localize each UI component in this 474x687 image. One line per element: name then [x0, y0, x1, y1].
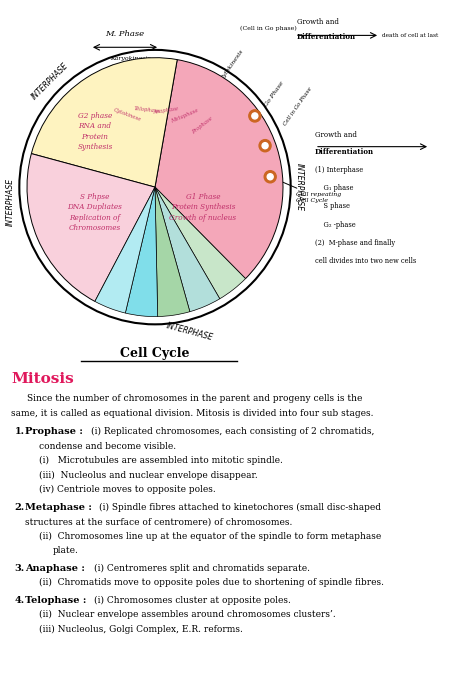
- Text: (ii)  Chromatids move to opposite poles due to shortening of spindle fibres.: (ii) Chromatids move to opposite poles d…: [39, 578, 384, 587]
- Text: (iii)  Nucleolus and nuclear envelope disappear.: (iii) Nucleolus and nuclear envelope dis…: [39, 471, 258, 480]
- Text: (i) Chromosomes cluster at opposite poles.: (i) Chromosomes cluster at opposite pole…: [93, 596, 291, 605]
- Wedge shape: [155, 60, 283, 279]
- Wedge shape: [155, 187, 246, 299]
- Wedge shape: [155, 187, 220, 312]
- Circle shape: [259, 139, 271, 152]
- Text: Telophase: Telophase: [133, 106, 160, 114]
- Wedge shape: [125, 187, 158, 317]
- Text: Go Phase: Go Phase: [264, 80, 285, 108]
- Text: Cell Cycle: Cell Cycle: [120, 348, 190, 361]
- Wedge shape: [27, 154, 155, 302]
- Text: (ii)  Nuclear envelope assembles around chromosomes clusters’.: (ii) Nuclear envelope assembles around c…: [39, 610, 336, 619]
- Text: Prophase :: Prophase :: [25, 427, 83, 436]
- Text: plate.: plate.: [53, 546, 79, 555]
- Text: same, it is called as equational division. Mitosis is divided into four sub stag: same, it is called as equational divisio…: [11, 409, 374, 418]
- Text: Growth and: Growth and: [315, 131, 357, 139]
- Circle shape: [267, 174, 273, 180]
- Text: (i) Centromeres split and chromatids separate.: (i) Centromeres split and chromatids sep…: [93, 563, 310, 573]
- Text: S Phpse
DNA Dupliates
Replication of
Chromosomes: S Phpse DNA Dupliates Replication of Chr…: [68, 193, 122, 232]
- Text: INTERPHASE: INTERPHASE: [30, 60, 70, 101]
- Text: Since the number of chromosomes in the parent and progeny cells is the: Since the number of chromosomes in the p…: [27, 394, 363, 403]
- Text: G₁ phase: G₁ phase: [315, 184, 354, 192]
- Text: INTERPHASE: INTERPHASE: [165, 322, 214, 343]
- Text: Telophase :: Telophase :: [25, 596, 87, 605]
- Wedge shape: [155, 187, 190, 317]
- Text: (i)   Microtubules are assembled into mitotic spindle.: (i) Microtubules are assembled into mito…: [39, 456, 283, 465]
- Text: 2.: 2.: [14, 503, 25, 512]
- Wedge shape: [31, 58, 177, 187]
- Text: Mitosis: Mitosis: [11, 372, 74, 386]
- Circle shape: [264, 170, 276, 183]
- Circle shape: [249, 110, 261, 122]
- Text: Metaphase: Metaphase: [171, 108, 200, 124]
- Text: (2)  M-phase and finally: (2) M-phase and finally: [315, 239, 395, 247]
- Text: (Cell in Go phase): (Cell in Go phase): [240, 25, 297, 31]
- Text: Karyokinesis: Karyokinesis: [109, 56, 150, 61]
- Text: death of cell at last: death of cell at last: [382, 33, 438, 38]
- Text: Growth and: Growth and: [297, 19, 339, 26]
- Text: (ii)  Chromosomes line up at the equator of the spindle to form metaphase: (ii) Chromosomes line up at the equator …: [39, 532, 382, 541]
- Text: Cytokinese: Cytokinese: [113, 107, 143, 122]
- Text: 3.: 3.: [14, 563, 25, 572]
- Text: Differentiation: Differentiation: [297, 34, 356, 41]
- Text: 1.: 1.: [14, 427, 25, 436]
- Text: S phase: S phase: [315, 203, 350, 210]
- Text: Cell repeating
Cell Cycle: Cell repeating Cell Cycle: [274, 178, 341, 203]
- Text: 4.: 4.: [14, 596, 25, 605]
- Text: (iii) Nucleolus, Golgi Complex, E.R. reforms.: (iii) Nucleolus, Golgi Complex, E.R. ref…: [39, 624, 243, 633]
- Text: cell divides into two new cells: cell divides into two new cells: [315, 257, 416, 265]
- Text: INTERPHASE: INTERPHASE: [295, 163, 304, 211]
- Text: (1) Interphase: (1) Interphase: [315, 166, 363, 174]
- Text: Prophase: Prophase: [191, 116, 213, 135]
- Wedge shape: [95, 187, 155, 313]
- Text: Cell in Go Phase: Cell in Go Phase: [283, 87, 313, 127]
- Text: (i) Spindle fibres attached to kinetochores (small disc-shaped: (i) Spindle fibres attached to kinetocho…: [100, 503, 382, 512]
- Text: condense and become visible.: condense and become visible.: [39, 442, 176, 451]
- Text: structures at the surface of centromere) of chromosomes.: structures at the surface of centromere)…: [25, 517, 292, 526]
- Text: Anaphase: Anaphase: [153, 106, 180, 115]
- Text: Differentiation: Differentiation: [315, 148, 374, 156]
- Text: G1 Phase
Protein Synthesis
Growth of nucleus: G1 Phase Protein Synthesis Growth of nuc…: [169, 193, 237, 222]
- Text: Anaphase :: Anaphase :: [25, 563, 85, 572]
- Text: Metaphase :: Metaphase :: [25, 503, 92, 512]
- Text: M. Phase: M. Phase: [105, 30, 145, 38]
- Text: G₂ -phase: G₂ -phase: [315, 221, 356, 229]
- Text: (iv) Centriole moves to opposite poles.: (iv) Centriole moves to opposite poles.: [39, 485, 216, 494]
- Text: INTERPHASE: INTERPHASE: [6, 178, 15, 226]
- Circle shape: [252, 113, 258, 119]
- Text: G2 phase
RNA and
Protein
Synthesis: G2 phase RNA and Protein Synthesis: [77, 112, 113, 151]
- Text: (i) Replicated chromosomes, each consisting of 2 chromatids,: (i) Replicated chromosomes, each consist…: [91, 427, 374, 436]
- Text: Cytokinesis: Cytokinesis: [220, 47, 245, 80]
- Circle shape: [262, 143, 268, 148]
